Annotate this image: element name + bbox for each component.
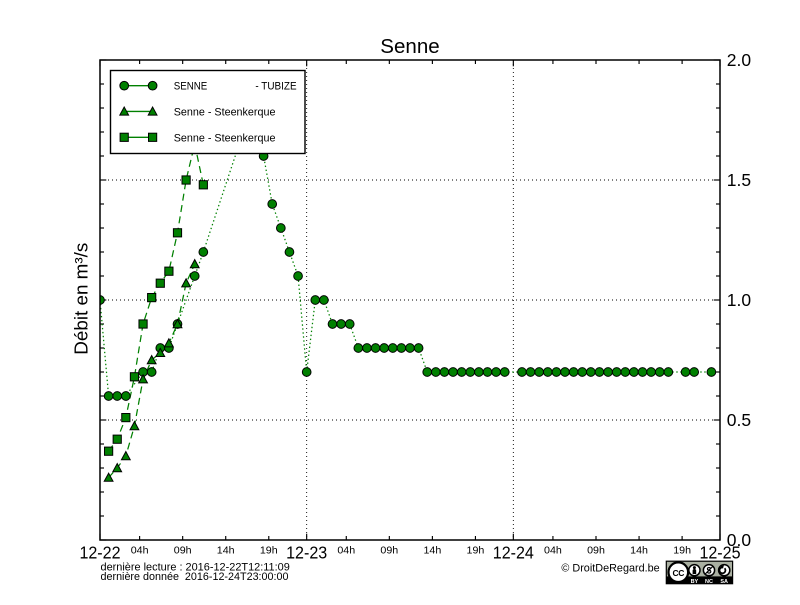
svg-text:14h: 14h (217, 546, 235, 557)
svg-text:04h: 04h (544, 546, 562, 557)
svg-text:Senne - Steenkerque: Senne - Steenkerque (174, 132, 276, 144)
svg-text:1.0: 1.0 (727, 290, 752, 310)
svg-text:19h: 19h (260, 546, 278, 557)
svg-text:14h: 14h (423, 546, 441, 557)
svg-text:12-24: 12-24 (493, 543, 534, 563)
svg-text:CC: CC (672, 568, 684, 578)
svg-text:Senne: Senne (380, 36, 439, 58)
svg-text:BY: BY (691, 579, 699, 585)
svg-text:0.0: 0.0 (727, 530, 752, 550)
svg-text:19h: 19h (467, 546, 485, 557)
svg-text:0.5: 0.5 (727, 410, 751, 430)
svg-text:NC: NC (705, 579, 713, 585)
svg-text:2.0: 2.0 (727, 50, 752, 70)
svg-text:Débit en m³/s: Débit en m³/s (72, 243, 92, 355)
svg-text:09h: 09h (380, 546, 398, 557)
svg-text:Senne - Steenkerque: Senne - Steenkerque (174, 106, 276, 118)
svg-text:14h: 14h (630, 546, 648, 557)
svg-text:04h: 04h (131, 546, 149, 557)
svg-text:12-22: 12-22 (79, 543, 120, 563)
svg-text:12-25: 12-25 (699, 543, 740, 563)
svg-text:- TUBIZE: - TUBIZE (255, 81, 296, 93)
svg-text:SA: SA (720, 579, 728, 585)
svg-text:19h: 19h (673, 546, 691, 557)
svg-text:dernière lecture : 2016-12-22T: dernière lecture : 2016-12-22T12:11:09 (101, 561, 290, 573)
svg-text:dernière donnée 2016-12-24T23: dernière donnée 2016-12-24T23:00:00 (101, 571, 289, 583)
svg-text:09h: 09h (174, 546, 192, 557)
svg-text:09h: 09h (587, 546, 605, 557)
svg-text:© DroitDeRegard.be: © DroitDeRegard.be (561, 562, 659, 574)
svg-text:1.5: 1.5 (727, 170, 751, 190)
svg-text:04h: 04h (337, 546, 355, 557)
svg-text:SENNE: SENNE (174, 81, 208, 93)
svg-text:12-23: 12-23 (286, 543, 327, 563)
